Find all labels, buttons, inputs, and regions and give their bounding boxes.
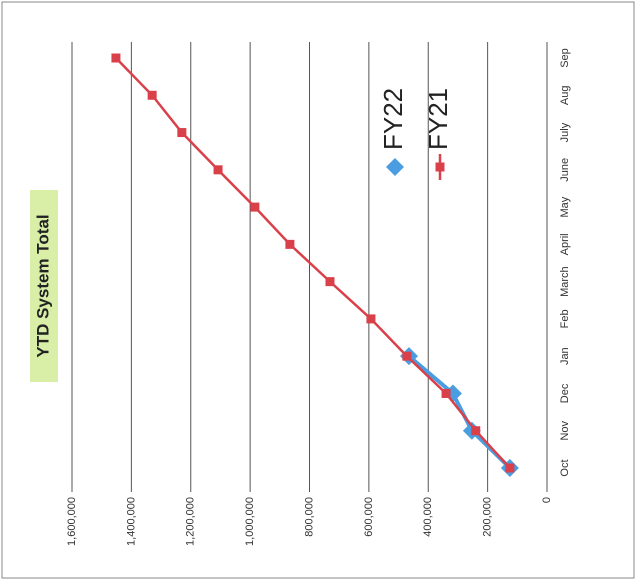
y-tick-label: 400,000 xyxy=(422,497,434,537)
x-tick-label: Nov xyxy=(559,420,571,440)
x-tick-label: May xyxy=(559,196,571,217)
marker xyxy=(177,128,187,138)
y-tick-label: 200,000 xyxy=(482,497,494,537)
y-tick-label: 1,600,000 xyxy=(66,497,78,546)
marker xyxy=(441,388,451,398)
legend-marker xyxy=(386,158,404,176)
marker xyxy=(285,239,295,249)
chart-title: YTD System Total xyxy=(33,214,52,357)
x-tick-label: April xyxy=(559,233,571,255)
y-tick-label: 1,200,000 xyxy=(185,497,197,546)
x-tick-label: Feb xyxy=(559,309,571,328)
x-tick-label: Jan xyxy=(559,347,571,365)
y-tick-label: 800,000 xyxy=(303,497,315,537)
legend-label: FY22 xyxy=(378,88,408,150)
x-tick-label: June xyxy=(559,158,571,182)
x-tick-label: Aug xyxy=(559,85,571,105)
legend-marker xyxy=(435,162,445,172)
marker xyxy=(147,90,157,100)
x-tick-label: Sep xyxy=(559,48,571,68)
marker xyxy=(402,351,412,361)
y-tick-label: 600,000 xyxy=(363,497,375,537)
marker xyxy=(505,463,515,473)
x-tick-label: July xyxy=(559,122,571,142)
y-tick-label: 1,400,000 xyxy=(125,497,137,546)
marker xyxy=(366,314,376,324)
y-tick-label: 1,000,000 xyxy=(244,497,256,546)
legend-label: FY21 xyxy=(423,88,453,150)
marker xyxy=(471,426,481,436)
marker xyxy=(213,165,223,175)
x-tick-label: Oct xyxy=(559,459,571,476)
y-tick-label: 0 xyxy=(541,497,553,503)
title-box xyxy=(30,190,58,382)
marker xyxy=(325,277,335,287)
series-line xyxy=(115,57,511,469)
x-tick-label: March xyxy=(559,266,571,297)
marker xyxy=(250,202,260,212)
marker xyxy=(111,53,121,63)
x-tick-label: Dec xyxy=(559,383,571,403)
